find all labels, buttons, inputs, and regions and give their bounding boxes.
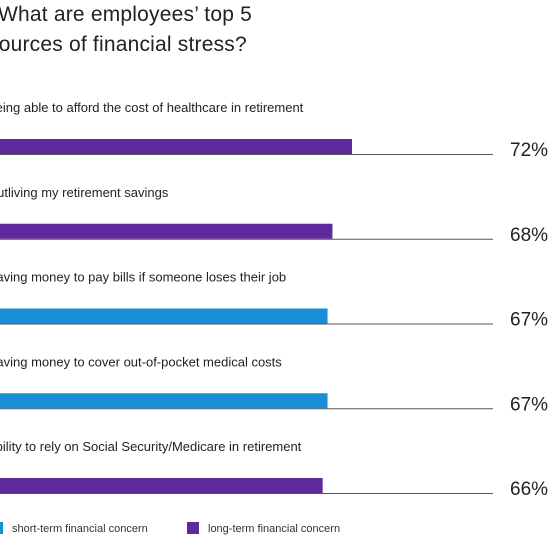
chart-legend: short-term financial concern long-term f… — [0, 520, 550, 538]
legend-swatch-short-term — [0, 522, 3, 534]
bar-ability-to-rely-on — [0, 478, 323, 493]
bar-chart: Being able to afford the cost of healthc… — [0, 100, 548, 500]
value-label-having-money-to-cover: 67% — [510, 394, 548, 415]
bar-outliving-my-retirement-savings — [0, 223, 333, 239]
value-label-ability-to-rely-on: 66% — [510, 479, 548, 500]
chart-title: What are employees’ top 5 sources of fin… — [0, 0, 550, 60]
legend-item-short-term: short-term financial concern — [0, 520, 148, 538]
category-label-ability-to-rely-on: Ability to rely on Social Security/Medic… — [0, 439, 302, 454]
chart-title-line-1: What are employees’ top 5 — [0, 3, 253, 26]
legend-label-short-term: short-term financial concern — [12, 523, 148, 535]
category-label-outliving-my-retirement-savings: Outliving my retirement savings — [0, 185, 169, 200]
category-label-having-money-to-pay: Having money to pay bills if someone los… — [0, 270, 286, 285]
category-label-being-able-to-afford: Being able to afford the cost of healthc… — [0, 100, 304, 115]
bar-having-money-to-cover — [0, 393, 328, 409]
value-label-having-money-to-pay: 67% — [510, 310, 548, 331]
bar-having-money-to-pay — [0, 308, 328, 324]
legend-swatch-long-term — [187, 522, 199, 534]
chart-title-line-2: sources of financial stress? — [0, 33, 247, 56]
value-label-being-able-to-afford: 72% — [510, 140, 548, 161]
legend-label-long-term: long-term financial concern — [208, 523, 341, 535]
category-label-having-money-to-cover: Having money to cover out-of-pocket medi… — [0, 354, 282, 369]
legend-item-long-term: long-term financial concern — [187, 520, 340, 538]
bar-being-able-to-afford — [0, 139, 352, 154]
value-label-outliving-my-retirement-savings: 68% — [510, 225, 548, 246]
